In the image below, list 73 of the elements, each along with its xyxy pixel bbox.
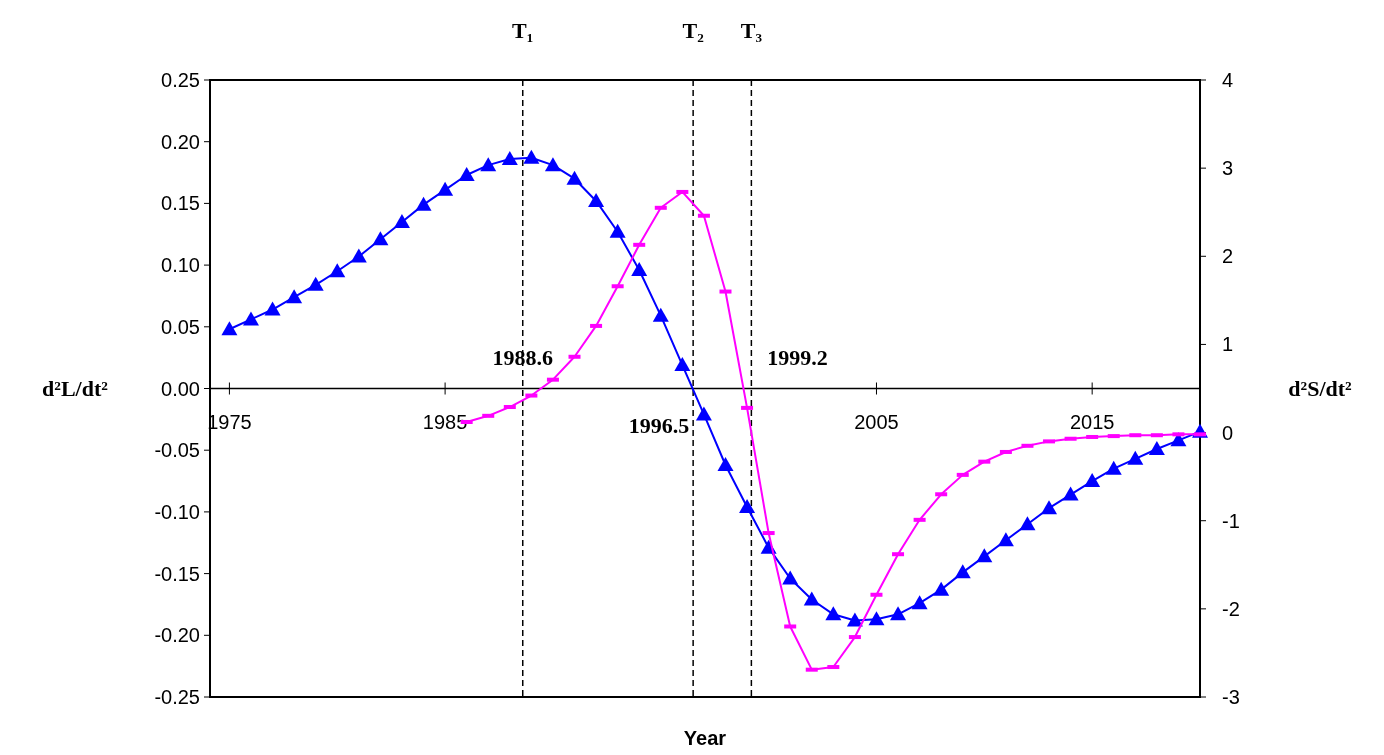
point [911,595,928,610]
y2-tick-label: 3 [1222,157,1234,180]
point [437,181,454,196]
point [825,606,842,621]
y-tick-label: -0.10 [154,500,200,523]
point [221,321,238,336]
y-tick-label: 0.25 [161,69,200,91]
y-tick-label: -0.15 [154,562,200,585]
point [307,276,324,291]
point [868,611,885,626]
x-tick-label: 2005 [854,410,899,433]
y-tick-label: 0.15 [161,192,200,215]
point [350,248,367,263]
point [1127,450,1144,465]
x-tick-label: 1985 [422,410,468,433]
point [415,196,432,211]
y-axis-title: d²L/dt² [42,376,109,402]
point [695,406,712,421]
y2-tick-label: -2 [1222,597,1240,620]
point [890,606,907,621]
y2-tick-label: 4 [1222,69,1234,91]
point [286,289,303,304]
ref-line-label: T₂ [682,18,705,43]
y-tick-label: 0.20 [161,130,200,153]
y-tick-label: -0.05 [154,439,200,462]
point [1062,486,1079,501]
point [933,581,950,596]
point [674,357,691,372]
x-axis-title: Year [683,727,727,749]
y-tick-label: 0.05 [161,315,200,338]
y2-tick-label: 0 [1222,421,1234,444]
point [393,213,410,228]
point [458,167,475,182]
point [480,157,497,172]
annotation: 1996.5 [628,413,690,439]
y2-tick-label: 2 [1222,245,1234,268]
point [652,307,669,322]
point [1084,473,1101,488]
point [242,311,259,326]
point [566,170,583,185]
point [976,548,993,563]
y-tick-label: 0.00 [161,377,200,400]
point [954,564,971,579]
point [1019,516,1036,531]
ref-line-label: T₁ [512,18,534,43]
point [803,591,820,606]
y-tick-label: 0.10 [161,254,200,277]
y2-tick-label: -3 [1222,686,1240,708]
point [501,150,518,165]
point [372,231,389,246]
point [264,301,281,316]
y-tick-label: -0.25 [154,686,200,708]
point [1148,440,1165,455]
point [523,149,540,164]
point [329,263,346,278]
ref-line-label: T₃ [740,18,763,43]
point [588,192,605,207]
point [631,262,648,277]
point [609,223,626,238]
point [717,457,734,472]
y2-axis-title: d²S/dt² [1288,376,1353,402]
point [997,532,1014,547]
x-tick-label: 2015 [1069,410,1115,433]
point [544,157,561,172]
y2-tick-label: -1 [1222,509,1240,532]
point [1041,500,1058,515]
y2-tick-label: 1 [1222,333,1234,356]
annotation: 1999.2 [767,345,828,371]
point [1105,460,1122,475]
annotation: 1988.6 [492,345,553,371]
point [782,570,799,585]
y-tick-label: -0.20 [154,624,200,647]
point [739,498,756,513]
